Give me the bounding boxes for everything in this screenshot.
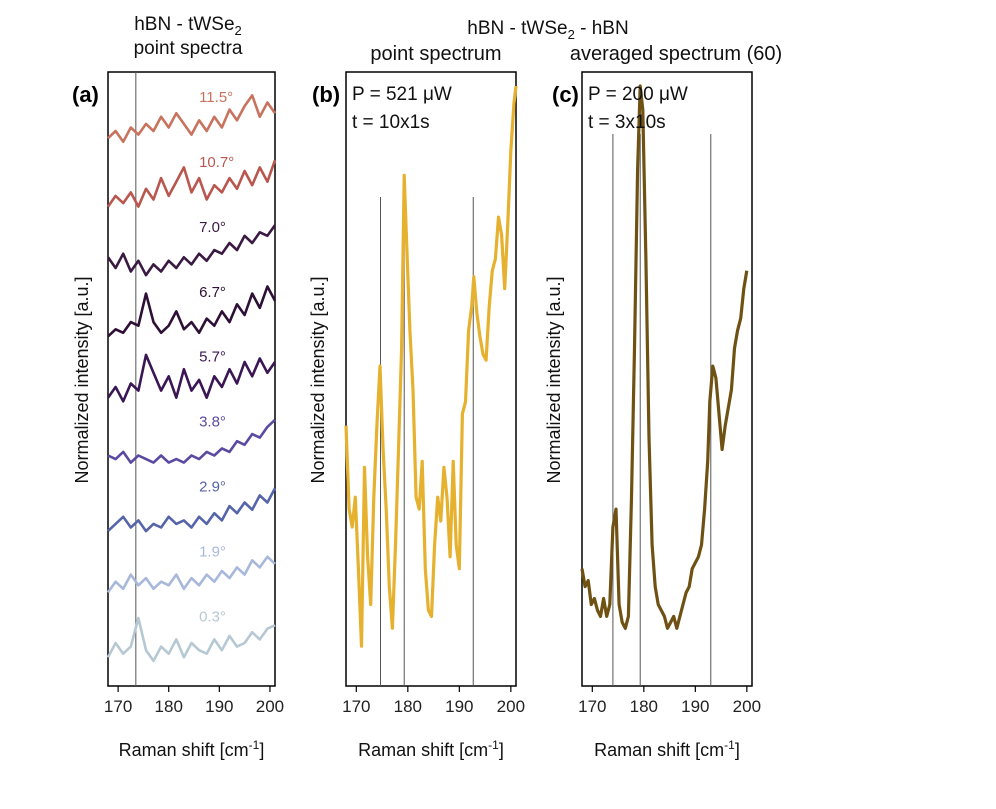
x-tick-label: 200 bbox=[256, 697, 284, 716]
series-label: 1.9° bbox=[199, 543, 226, 560]
panel-a-plot: 170 180 190 200 Raman shift [cm-1] Normalized… bbox=[72, 71, 284, 760]
x-tick-label: 200 bbox=[497, 697, 525, 716]
panel-a-title: hBN - tWSe2 bbox=[134, 14, 242, 38]
x-tick-label: 170 bbox=[104, 697, 132, 716]
y-axis-label: Normalized intensity [a.u.] bbox=[544, 276, 564, 483]
x-axis-label: Raman shift [cm-1] bbox=[358, 738, 504, 760]
plot-frame bbox=[581, 71, 753, 687]
spectrum-line bbox=[107, 285, 277, 338]
series-label: 7.0° bbox=[199, 219, 226, 236]
panel-a-subtitle: point spectra bbox=[134, 38, 243, 59]
panel-b-label: (b) bbox=[312, 82, 340, 107]
x-axis-label: Raman shift [cm-1] bbox=[119, 738, 265, 760]
panel-bc-title: hBN - tWSe2 - hBN bbox=[467, 18, 628, 42]
x-axis-label: Raman shift [cm-1] bbox=[594, 738, 740, 760]
panel-b-subtitle: point spectrum bbox=[370, 43, 501, 65]
spectrum-line bbox=[107, 94, 277, 144]
plot-frame bbox=[345, 71, 517, 687]
series-label: 11.5° bbox=[199, 89, 233, 106]
panel-c-subtitle: averaged spectrum (60) bbox=[570, 43, 782, 65]
x-tick-label: 180 bbox=[155, 697, 183, 716]
spectrum-line bbox=[106, 353, 277, 403]
plot-frame bbox=[107, 71, 276, 687]
series-label: 3.8° bbox=[199, 414, 226, 431]
series-label: 5.7° bbox=[199, 349, 226, 366]
spectrum-line bbox=[107, 418, 276, 464]
series-label: 6.7° bbox=[199, 284, 226, 301]
y-axis-label: Normalized intensity [a.u.] bbox=[308, 276, 328, 483]
x-tick-label: 170 bbox=[342, 697, 370, 716]
x-tick-label: 190 bbox=[681, 697, 709, 716]
x-tick-label: 170 bbox=[578, 697, 606, 716]
y-axis-label: Normalized intensity [a.u.] bbox=[72, 276, 92, 483]
panel-c-label: (c) bbox=[552, 82, 579, 107]
spectrum-line bbox=[580, 84, 749, 630]
series-label: 0.3° bbox=[199, 608, 226, 625]
x-tick-label: 200 bbox=[733, 697, 761, 716]
series-label: 2.9° bbox=[199, 479, 226, 496]
x-tick-label: 180 bbox=[630, 697, 658, 716]
power-annotation: P = 521 μW bbox=[352, 84, 452, 105]
time-annotation: t = 10x1s bbox=[352, 112, 430, 133]
spectrum-line bbox=[107, 487, 277, 533]
series-label: 10.7° bbox=[199, 154, 234, 171]
spectrum-line bbox=[106, 616, 276, 663]
panel-a-label: (a) bbox=[72, 82, 99, 107]
panel-c-plot: 170 180 190 200 Raman shift [cm-1] Normalized… bbox=[544, 71, 761, 760]
spectrum-line bbox=[106, 555, 276, 594]
time-annotation: t = 3x10s bbox=[588, 112, 666, 133]
x-tick-label: 190 bbox=[205, 697, 233, 716]
power-annotation: P = 200 μW bbox=[588, 84, 688, 105]
x-tick-label: 180 bbox=[394, 697, 422, 716]
x-tick-label: 190 bbox=[445, 697, 473, 716]
panel-b-plot: 170 180 190 200 Raman shift [cm-1] Normalized… bbox=[308, 71, 525, 760]
spectrum-line bbox=[106, 159, 277, 208]
spectrum-line bbox=[344, 85, 518, 648]
spectrum-line bbox=[106, 224, 277, 277]
